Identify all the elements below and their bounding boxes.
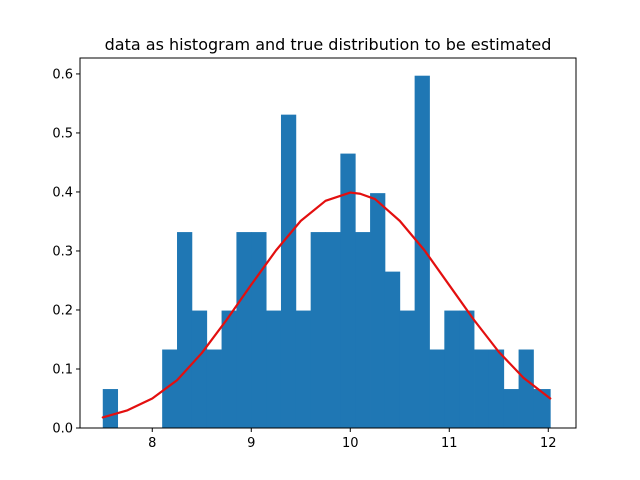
y-tick-label: 0.4 [52, 185, 73, 200]
histogram-bar [102, 389, 119, 428]
histogram-bar [251, 232, 267, 428]
histogram-bar [444, 310, 460, 428]
histogram-bar [295, 310, 312, 428]
histogram-bar [162, 349, 178, 428]
histogram-bar [355, 232, 371, 428]
distribution-curve-layer [101, 191, 552, 419]
y-tick-label: 0.1 [52, 362, 73, 377]
histogram-bars [102, 75, 551, 429]
x-tick-label: 11 [441, 436, 458, 451]
y-tick-label: 0.2 [52, 303, 73, 318]
y-tick-label: 0.6 [52, 67, 73, 82]
chart-title: data as histogram and true distribution … [105, 35, 552, 54]
histogram-bar [206, 349, 222, 428]
histogram-bar [177, 232, 193, 428]
histogram-bar [221, 310, 237, 428]
histogram-bar [474, 349, 490, 428]
x-axis: 8 9 10 11 12 [148, 428, 557, 451]
histogram-bar [503, 389, 519, 428]
histogram-bar [340, 153, 356, 428]
histogram-bar [518, 349, 534, 428]
x-tick-label: 8 [148, 436, 156, 451]
x-tick-label: 9 [247, 436, 255, 451]
plot-frame [79, 57, 577, 429]
y-tick-label: 0.0 [52, 422, 73, 437]
histogram-bar [370, 193, 386, 428]
distribution-curve [101, 191, 552, 419]
histogram-bar [533, 389, 551, 428]
histogram-bar [191, 310, 208, 428]
y-tick-label: 0.5 [52, 126, 73, 141]
histogram-bar [266, 310, 282, 428]
histogram-bar [236, 232, 252, 428]
histogram-bar [384, 271, 401, 428]
histogram-bar [325, 232, 341, 428]
y-axis: 0.0 0.1 0.2 0.3 0.4 0.5 0.6 [52, 67, 80, 437]
histogram-bar [414, 75, 430, 428]
histogram-bar [488, 349, 505, 428]
histogram-bar [310, 232, 326, 428]
histogram-bar [399, 310, 416, 428]
y-tick-label: 0.3 [52, 244, 73, 259]
histogram-bar [459, 310, 475, 428]
histogram-bar [429, 349, 445, 428]
histogram-bar [280, 114, 297, 429]
x-tick-label: 12 [540, 436, 557, 451]
x-tick-label: 10 [342, 436, 359, 451]
